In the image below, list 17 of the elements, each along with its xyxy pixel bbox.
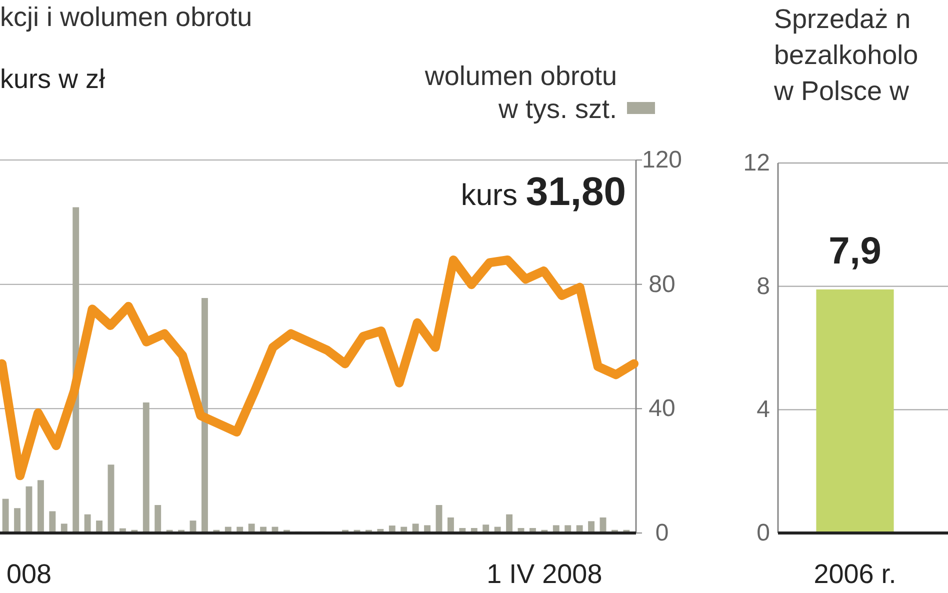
y-tick-label: 4: [756, 396, 770, 424]
chart-title: Sprzedaż n bezalkoholo w Polsce w: [773, 4, 918, 106]
y-tick-label: 0: [756, 520, 770, 546]
data-label: 7,9: [828, 230, 882, 272]
x-tick-label: 2006 r.: [814, 559, 896, 589]
y-tick-label: 12: [743, 150, 770, 176]
y2-tick-label: 120: [642, 146, 682, 174]
y2-tick-label: 80: [648, 270, 676, 298]
annotation: kurs 31,80: [460, 170, 626, 214]
x-tick-label: 008: [6, 559, 52, 589]
y-axis-title: kurs w zł: [0, 64, 106, 94]
y2-tick-label: 0: [655, 520, 669, 546]
legend-label: wolumen obrotu w tys. szt.: [424, 61, 617, 124]
y2-tick-label: 40: [648, 395, 676, 422]
chart-title: kcji i wolumen obrotu: [0, 2, 252, 32]
x-tick-label: 1 IV 2008: [486, 559, 602, 589]
y-tick-label: 8: [756, 272, 770, 300]
